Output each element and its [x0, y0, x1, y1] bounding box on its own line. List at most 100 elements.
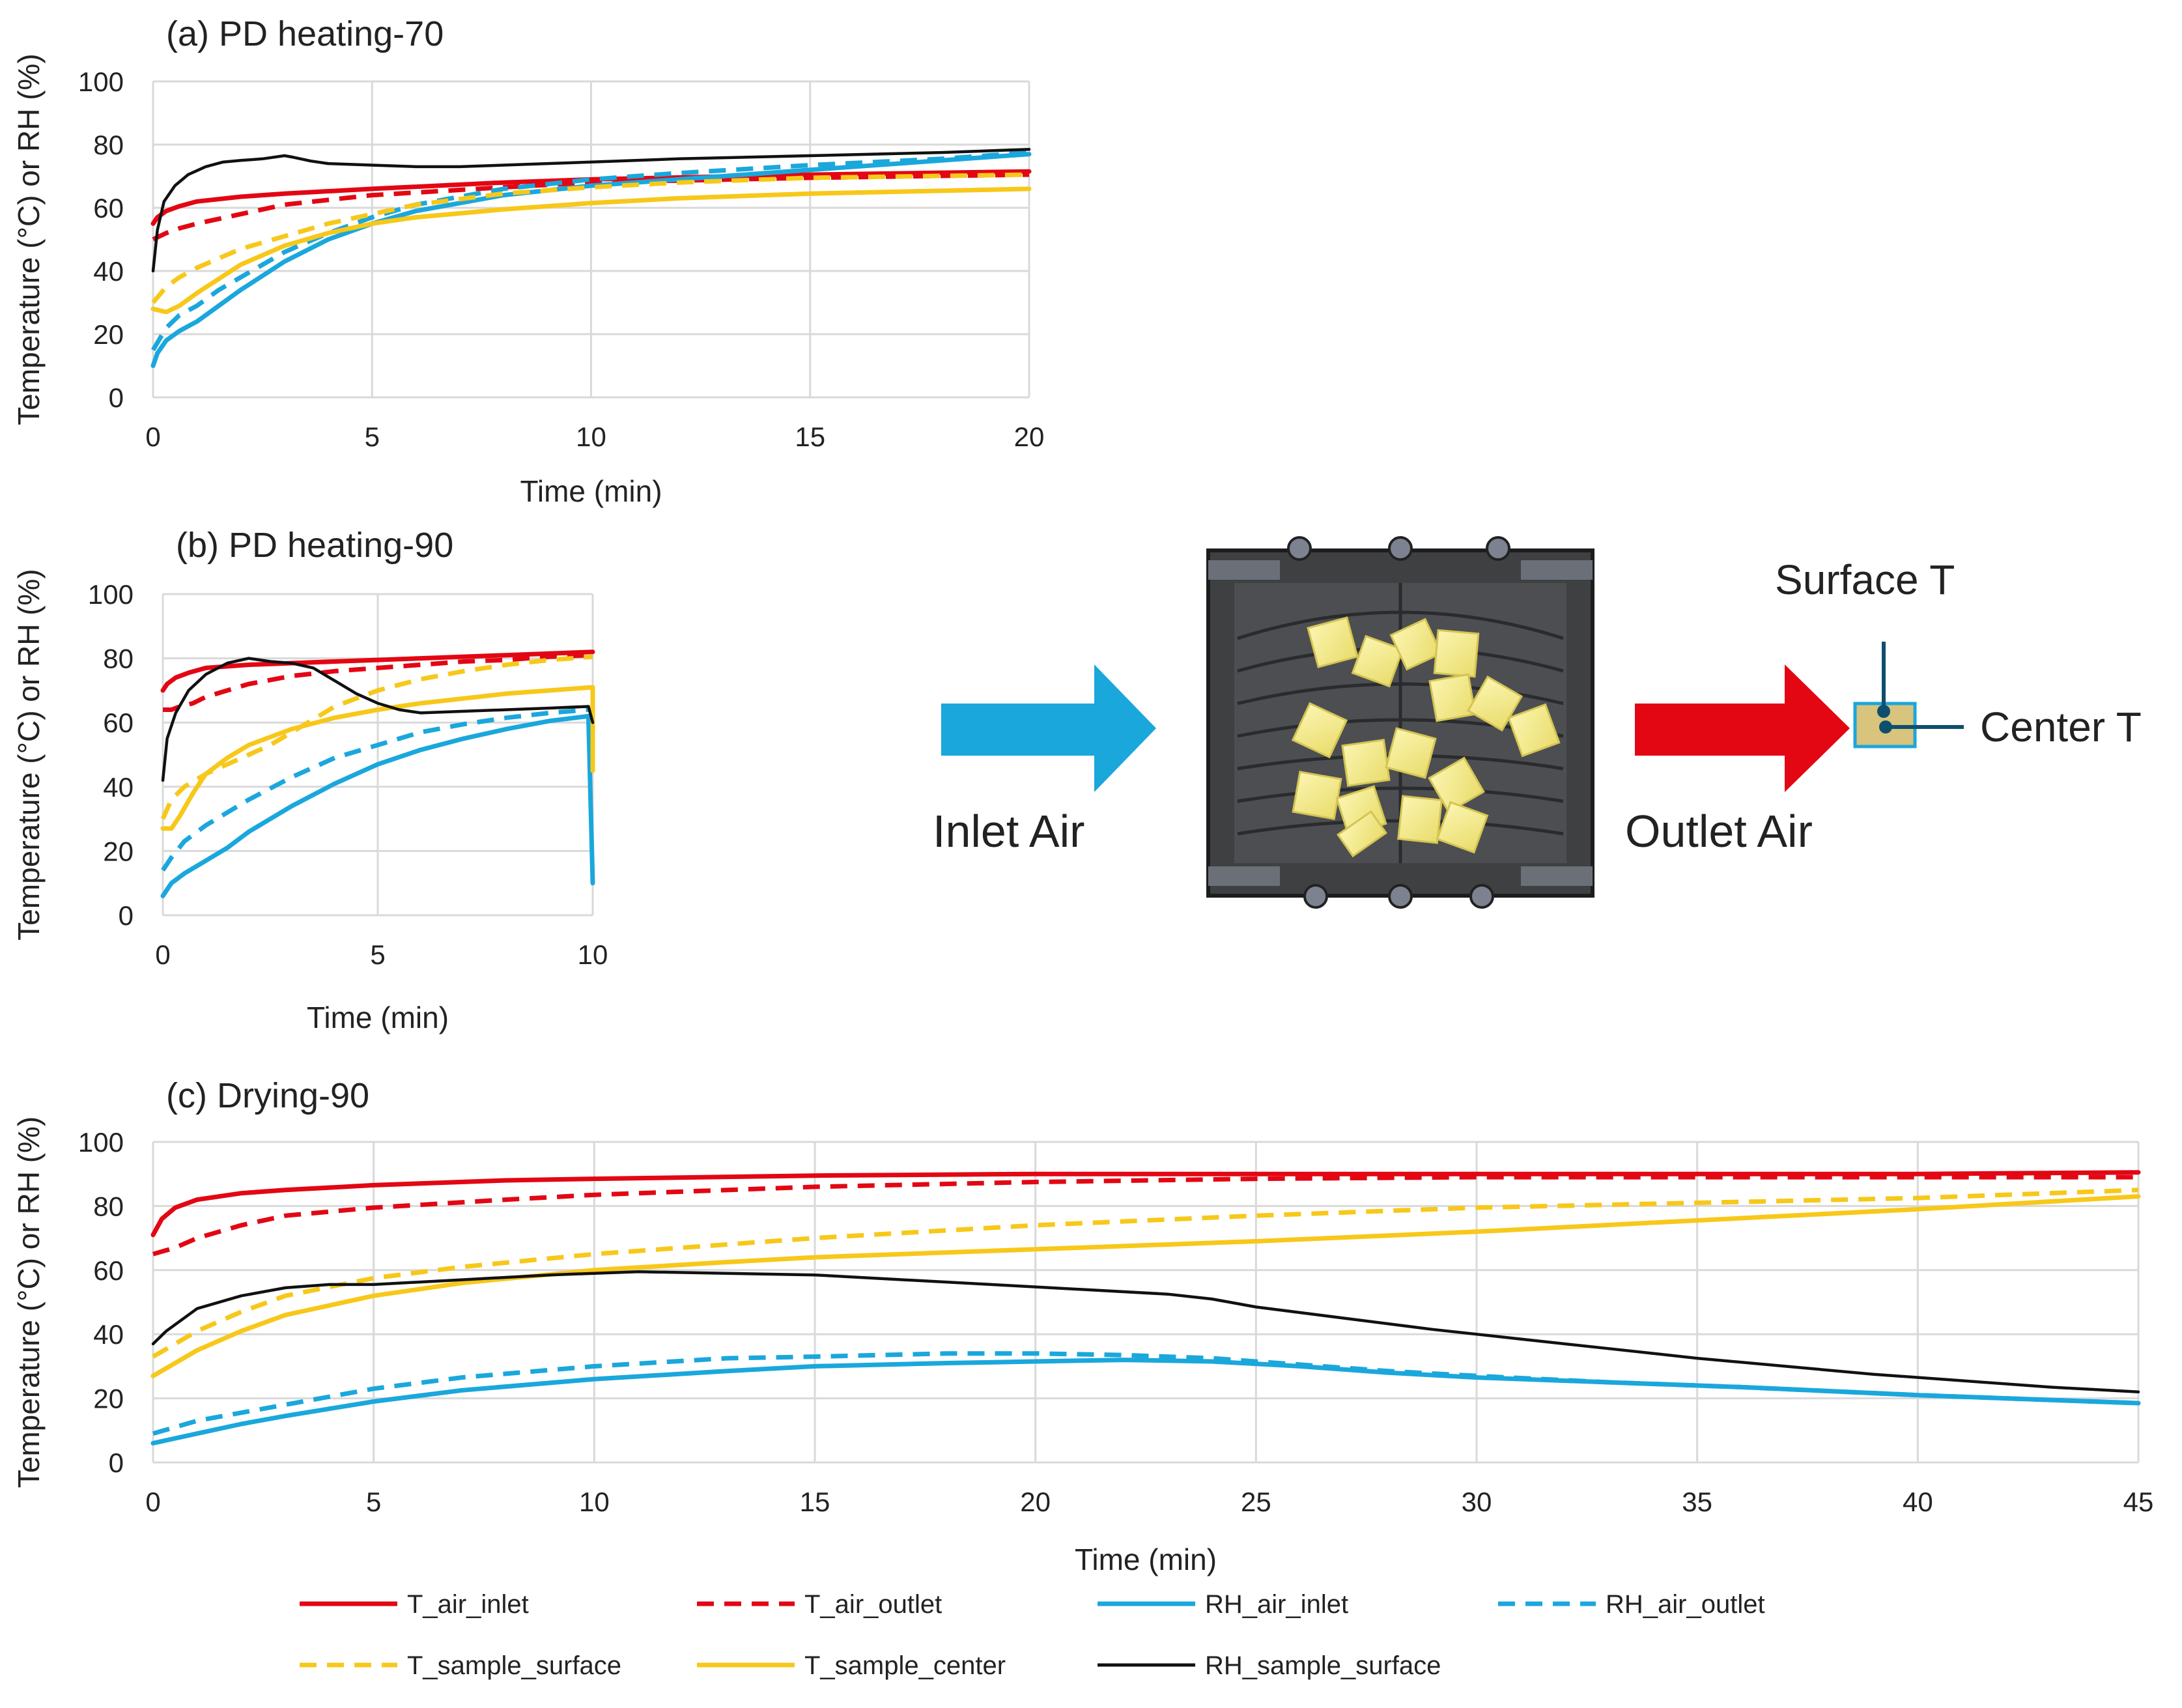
x-axis-label: Time (min) — [520, 474, 662, 508]
y-tick-label: 20 — [93, 1384, 124, 1414]
y-tick-label: 40 — [93, 256, 124, 287]
y-axis-label: Temperature (°C) or RH (%) — [12, 569, 46, 941]
drying-chamber — [1206, 536, 1594, 909]
y-tick-label: 60 — [103, 707, 134, 738]
chamber-right-flange — [1521, 560, 1593, 580]
y-tick-label: 100 — [78, 66, 124, 97]
sample-thermocouple-inset — [1853, 642, 1964, 748]
series-line-rh-air-outlet — [152, 1351, 2139, 1436]
x-tick-label: 20 — [1020, 1487, 1051, 1517]
sample-cube — [1466, 675, 1523, 732]
y-axis-label: Temperature (°C) or RH (%) — [12, 1117, 46, 1488]
center-probe-tip — [1879, 720, 1892, 733]
legend-label-t-air-inlet: T_air_inlet — [407, 1590, 529, 1619]
x-tick-label: 25 — [1241, 1487, 1271, 1517]
chart-title: (b) PD heating-90 — [176, 526, 453, 565]
outlet-air-label: Outlet Air — [1625, 806, 1813, 857]
chamber-left-flange — [1208, 560, 1280, 580]
chamber-right-flange-bottom — [1521, 866, 1593, 886]
y-tick-label: 0 — [119, 900, 134, 931]
chart-title: (c) Drying-90 — [166, 1076, 369, 1115]
x-tick-label: 20 — [1014, 421, 1045, 452]
sample-cube — [1351, 634, 1404, 688]
legend-label-t-air-outlet: T_air_outlet — [804, 1590, 942, 1619]
x-tick-label: 5 — [366, 1487, 381, 1517]
legend-label-rh-sample-surface: RH_sample_surface — [1205, 1651, 1441, 1680]
series-line-t-air-outlet — [152, 1174, 2138, 1257]
series-line-rh-air-inlet — [150, 152, 1032, 368]
y-tick-label: 40 — [93, 1319, 124, 1350]
legend-label-t-sample-center: T_sample_center — [804, 1651, 1006, 1680]
chamber-bolt — [1287, 536, 1312, 561]
series-line-rh-air-inlet — [160, 713, 595, 898]
y-tick-label: 20 — [93, 319, 124, 350]
sample-cube — [1428, 756, 1485, 814]
y-tick-label: 20 — [103, 836, 134, 866]
x-axis-label: Time (min) — [307, 1001, 449, 1034]
x-tick-label: 40 — [1903, 1487, 1933, 1517]
chamber-bolt — [1388, 536, 1413, 561]
surface-t-label: Surface T — [1775, 556, 1955, 603]
chamber-bolt — [1486, 536, 1510, 561]
series-line-t-air-inlet — [160, 649, 595, 693]
series-line-t-sample-surface — [151, 172, 1030, 304]
sample-cube — [1433, 629, 1480, 678]
x-tick-label: 10 — [578, 939, 608, 970]
sample-cube — [1385, 727, 1437, 779]
series-line-t-sample-surface — [152, 1188, 2139, 1359]
x-tick-label: 45 — [2123, 1487, 2154, 1517]
series-line-rh-air-outlet — [161, 707, 589, 872]
y-tick-label: 0 — [109, 382, 124, 413]
inlet-air-arrow — [941, 664, 1156, 792]
y-tick-label: 60 — [93, 1255, 124, 1286]
series-line-t-air-outlet — [163, 653, 593, 712]
chart-a: 0 20 40 60 80 100 0 5 10 15 20 Time (min) Temperatur… — [12, 14, 1044, 508]
sample-cube — [1337, 810, 1387, 858]
series-line-rh-air-inlet — [150, 1358, 2141, 1445]
series-line-t-sample-center — [160, 685, 595, 831]
series-line-rh-sample-surface — [151, 1270, 2140, 1394]
y-tick-label: 0 — [109, 1447, 124, 1478]
y-axis-label: Temperature (°C) or RH (%) — [12, 53, 46, 425]
x-tick-label: 30 — [1462, 1487, 1492, 1517]
chart-title: (a) PD heating-70 — [166, 14, 444, 53]
y-tick-label: 100 — [88, 579, 134, 610]
sample-cube — [1389, 618, 1443, 671]
x-tick-label: 5 — [370, 939, 385, 970]
chamber-bolt — [1388, 884, 1413, 909]
y-tick-label: 80 — [93, 1191, 124, 1221]
x-tick-label: 5 — [365, 421, 380, 452]
legend: T_air_inlet T_air_outlet RH_air_inlet RH_ai… — [300, 1590, 1765, 1680]
surface-probe-tip — [1877, 705, 1890, 718]
series-line-t-air-inlet — [150, 1170, 2141, 1238]
sample-cube — [1507, 703, 1561, 758]
x-tick-label: 0 — [145, 421, 160, 452]
x-tick-label: 10 — [579, 1487, 610, 1517]
sample-cube — [1436, 801, 1489, 854]
y-tick-label: 100 — [78, 1127, 124, 1158]
inlet-air-label: Inlet Air — [933, 806, 1084, 857]
legend-label-t-sample-surface: T_sample_surface — [407, 1651, 621, 1680]
sample-cube — [1307, 616, 1359, 668]
legend-label-rh-air-inlet: RH_air_inlet — [1205, 1590, 1348, 1619]
sample-cubes — [1291, 616, 1561, 858]
chart-c: 0 20 40 60 80 100 0 5 10 15 20 25 30 35 40 45 Time (min)… — [12, 1076, 2153, 1576]
chamber-left-flange-bottom — [1208, 866, 1280, 886]
x-tick-label: 15 — [795, 421, 825, 452]
outlet-air-arrow — [1635, 664, 1850, 792]
x-tick-label: 35 — [1682, 1487, 1712, 1517]
x-tick-label: 15 — [800, 1487, 830, 1517]
y-tick-label: 60 — [93, 193, 124, 223]
y-tick-label: 80 — [103, 644, 134, 674]
series-line-rh-sample-surface — [151, 148, 1031, 273]
sample-cube — [1397, 795, 1443, 844]
y-tick-label: 40 — [103, 772, 134, 803]
x-tick-label: 0 — [145, 1487, 160, 1517]
sample-cube — [1292, 771, 1342, 820]
series-line-t-sample-center — [150, 186, 1032, 315]
chart-b: 0 20 40 60 80 100 0 5 10 Time (min) Temperature (°… — [12, 526, 608, 1034]
sample-cube — [1428, 673, 1477, 722]
sample-cube — [1291, 702, 1348, 759]
series-line-t-sample-center — [150, 1194, 2141, 1378]
